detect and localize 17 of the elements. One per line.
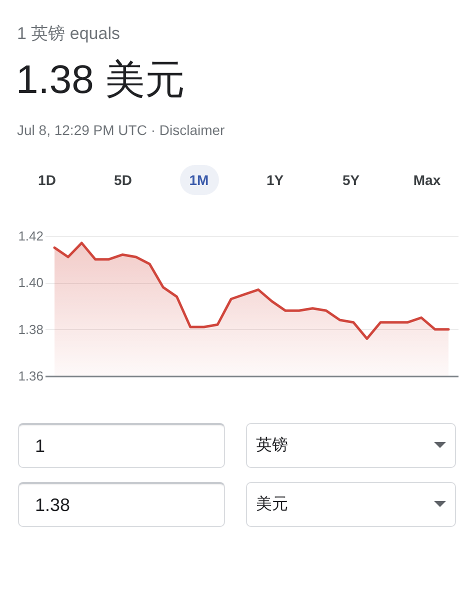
- y-tick-label: 1.42: [18, 228, 44, 244]
- text: 1.38: [35, 494, 70, 516]
- text: 1D: [37, 171, 57, 189]
- text: Max: [412, 171, 442, 189]
- text: 英镑: [256, 436, 288, 456]
- text: 1Y: [265, 171, 285, 189]
- text: 美元: [256, 494, 288, 515]
- text: 1: [35, 435, 46, 457]
- y-tick-label: 1.40: [18, 275, 44, 290]
- y-tick-label: 1.38: [18, 322, 44, 337]
- chart-title: 1 英镑 equals: [17, 24, 120, 44]
- text: 5Y: [341, 171, 361, 189]
- text: 1M: [188, 171, 210, 189]
- text: Jul 8, 12:29 PM UTC · Disclaimer: [17, 121, 225, 139]
- text: 5D: [113, 171, 133, 189]
- y-tick-label: 1.36: [18, 368, 44, 384]
- chart-subtitle: 1.38 美元: [16, 57, 185, 103]
